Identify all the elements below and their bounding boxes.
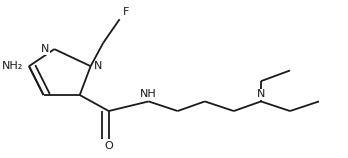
Text: F: F <box>123 7 129 17</box>
Text: O: O <box>104 141 113 151</box>
Text: N: N <box>257 89 265 99</box>
Text: NH: NH <box>140 89 157 99</box>
Text: N: N <box>94 61 103 71</box>
Text: N: N <box>41 44 49 54</box>
Text: NH₂: NH₂ <box>2 61 24 71</box>
